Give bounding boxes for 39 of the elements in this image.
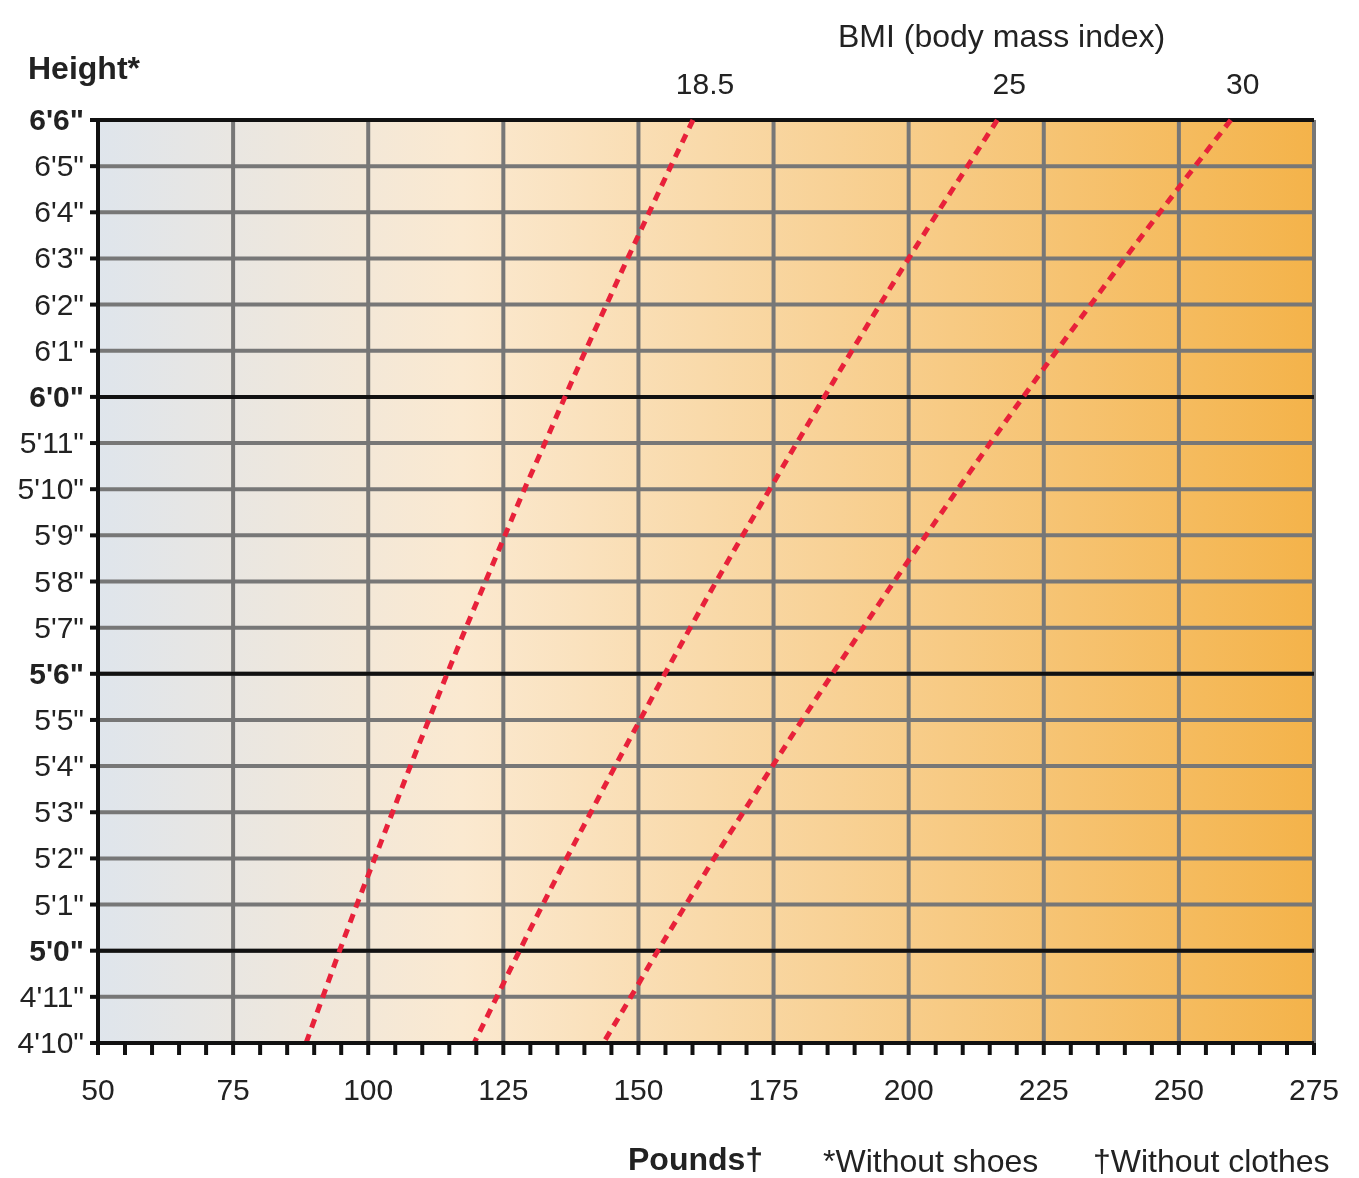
- series-label: 30: [1226, 67, 1260, 100]
- series-label: 18.5: [675, 67, 735, 100]
- y-tick-label: 6'1": [34, 333, 84, 367]
- x-tick-label: 250: [1153, 1073, 1204, 1107]
- x-tick-label: 200: [883, 1073, 934, 1107]
- y-tick-label: 6'5": [34, 149, 84, 183]
- x-axis-title: Pounds†: [628, 1141, 764, 1178]
- y-tick-label: 5'10": [17, 472, 84, 506]
- y-tick-label: 5'0": [29, 933, 84, 967]
- text: †Without clothes: [1093, 1143, 1330, 1178]
- series-label: 25: [992, 67, 1026, 100]
- y-tick-label: 5'8": [34, 564, 84, 598]
- y-tick-label: 6'4": [34, 195, 84, 229]
- y-tick-label: 4'10": [17, 1026, 84, 1059]
- y-tick-label: 5'4": [34, 749, 84, 783]
- legend-title: BMI (body mass index): [838, 18, 1166, 55]
- y-tick-label: 6'3": [34, 241, 84, 275]
- y-axis-title: Height*: [28, 50, 140, 87]
- y-tick-label: 6'2": [34, 287, 84, 321]
- x-tick-label: 75: [216, 1073, 250, 1107]
- x-tick-label: 100: [343, 1073, 394, 1107]
- x-tick-label: 175: [748, 1073, 799, 1107]
- x-tick-label: 225: [1018, 1073, 1069, 1107]
- y-tick-label: 5'6": [29, 656, 84, 690]
- y-tick-label: 6'6": [29, 103, 84, 136]
- y-tick-label: 4'11": [19, 979, 84, 1013]
- y-tick-label: 5'9": [34, 518, 84, 552]
- y-tick-label: 5'2": [34, 841, 84, 875]
- x-tick-label: 125: [478, 1073, 529, 1107]
- y-tick-label: 5'11": [19, 426, 84, 460]
- x-tick-label: 150: [613, 1073, 664, 1107]
- y-tick-label: 5'3": [34, 795, 84, 829]
- y-tick-label: 5'5": [34, 702, 84, 736]
- x-tick-label: 50: [81, 1073, 115, 1107]
- x-tick-label: 275: [1288, 1073, 1340, 1107]
- y-tick-label: 6'0": [29, 379, 84, 413]
- text: *Without shoes: [823, 1143, 1039, 1178]
- y-tick-label: 5'1": [34, 887, 84, 921]
- y-tick-label: 5'7": [34, 610, 84, 644]
